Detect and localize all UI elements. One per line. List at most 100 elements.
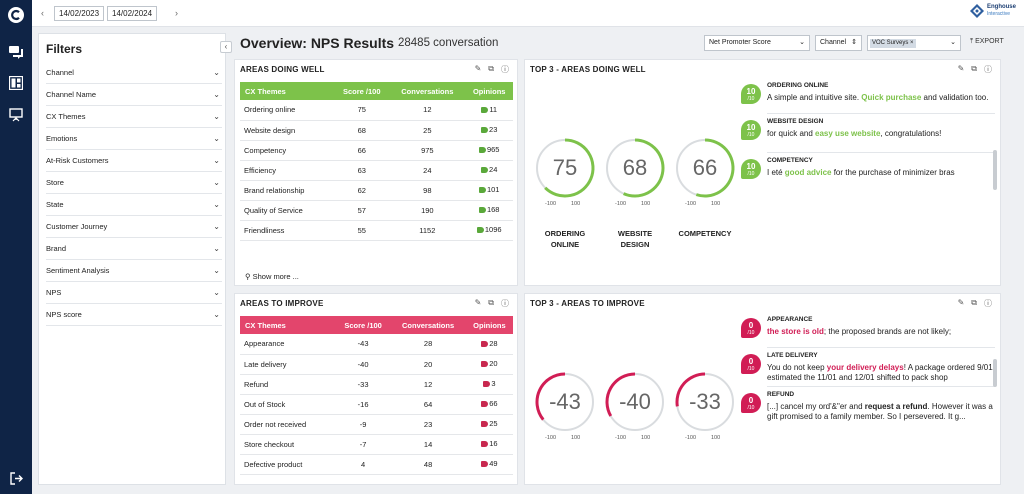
cell-opinions[interactable]: 168	[465, 200, 513, 221]
collapse-filters-button[interactable]: ‹	[220, 41, 232, 53]
open-external-icon[interactable]: ⧉	[971, 298, 977, 307]
table-row[interactable]: Defective product 4 48 49	[240, 454, 513, 475]
filter-item[interactable]: Channel Name ⌄	[46, 84, 222, 106]
comment-card[interactable]: 10/10 COMPETENCY I eté good advice for the…	[741, 157, 995, 193]
app-logo-icon[interactable]	[7, 6, 25, 24]
filter-item[interactable]: Channel ⌄	[46, 62, 222, 84]
cell-conv: 25	[389, 120, 466, 141]
badge-denominator: /10	[747, 405, 755, 411]
comment-card[interactable]: 10/10 ORDERING ONLINE A simple and intuiti…	[741, 82, 995, 118]
gauge-value: -43	[549, 389, 581, 414]
cell-opinions[interactable]: 11	[465, 100, 513, 121]
cell-opinions[interactable]: 28	[465, 334, 513, 355]
source-multiselect[interactable]: VOC Surveys × ⌄	[867, 35, 961, 51]
table-row[interactable]: Website design 68 25 23	[240, 120, 513, 141]
filter-item[interactable]: CX Themes ⌄	[46, 106, 222, 128]
comment-title: COMPETENCY	[767, 157, 813, 164]
cell-opinions[interactable]: 25	[465, 414, 513, 435]
table-row[interactable]: Ordering online 75 12 11	[240, 100, 513, 121]
column-header[interactable]: Opinions	[465, 82, 513, 100]
table-row[interactable]: Refund -33 12 3	[240, 374, 513, 395]
filter-item[interactable]: Store ⌄	[46, 172, 222, 194]
edit-icon[interactable]: ✎	[957, 298, 965, 307]
open-external-icon[interactable]: ⧉	[488, 64, 494, 73]
logout-icon[interactable]	[8, 470, 24, 486]
open-external-icon[interactable]: ⧉	[971, 64, 977, 73]
filter-item[interactable]: State ⌄	[46, 194, 222, 216]
table-row[interactable]: Order not received -9 23 25	[240, 414, 513, 435]
chat-icon[interactable]	[8, 44, 24, 60]
filter-item-label: NPS	[46, 288, 62, 297]
comments-scrollbar[interactable]	[993, 150, 997, 190]
cell-conv: 190	[389, 200, 466, 221]
filter-item[interactable]: Emotions ⌄	[46, 128, 222, 150]
comment-card[interactable]: 10/10 WEBSITE DESIGN for quick and easy us…	[741, 118, 995, 154]
presentation-icon[interactable]	[8, 107, 24, 123]
comment-card[interactable]: 0/10 LATE DELIVERY You do not keep your de…	[741, 352, 995, 388]
metric-select[interactable]: Net Promoter Score ⌄	[704, 35, 810, 51]
filter-item-label: Customer Journey	[46, 222, 108, 231]
comments-scrollbar[interactable]	[993, 359, 997, 387]
column-header[interactable]: Score /100	[335, 316, 391, 334]
table-row[interactable]: Competency 66 975 965	[240, 140, 513, 161]
table-row[interactable]: Late delivery -40 20 20	[240, 354, 513, 375]
table-row[interactable]: Quality of Service 57 190 168	[240, 200, 513, 221]
filter-item[interactable]: Customer Journey ⌄	[46, 216, 222, 238]
top3-doing-well-panel: TOP 3 - AREAS DOING WELL ✎ ⧉ ⓘ 75 -100 100…	[524, 59, 1001, 286]
date-to-field[interactable]: 14/02/2024	[107, 6, 158, 21]
cell-conv: 20	[390, 354, 466, 375]
info-icon[interactable]: ⓘ	[984, 299, 992, 308]
column-header[interactable]: Conversations	[389, 82, 466, 100]
chevron-right-icon[interactable]: ›	[175, 8, 178, 18]
close-icon[interactable]: ×	[910, 40, 914, 46]
show-more-link[interactable]: ⚲ Show more ...	[245, 272, 299, 281]
cell-opinions[interactable]: 49	[465, 454, 513, 475]
cell-opinions[interactable]: 23	[465, 120, 513, 141]
edit-icon[interactable]: ✎	[474, 298, 482, 307]
column-header[interactable]: CX Themes	[240, 316, 336, 334]
comment-text: A simple and intuitive site. Quick purch…	[767, 93, 999, 103]
edit-icon[interactable]: ✎	[474, 64, 482, 73]
edit-icon[interactable]: ✎	[957, 64, 965, 73]
tag-icon	[478, 186, 486, 193]
open-external-icon[interactable]: ⧉	[488, 298, 494, 307]
cell-opinions[interactable]: 1096	[465, 220, 513, 241]
table-row[interactable]: Brand relationship 62 98 101	[240, 180, 513, 201]
column-header[interactable]: Opinions	[465, 316, 513, 334]
cell-opinions[interactable]: 20	[465, 354, 513, 375]
filter-item[interactable]: NPS ⌄	[46, 282, 222, 304]
table-row[interactable]: Friendliness 55 1152 1096	[240, 220, 513, 241]
table-row[interactable]: Store checkout -7 14 16	[240, 434, 513, 455]
filter-item[interactable]: At-Risk Customers ⌄	[46, 150, 222, 172]
cell-theme: Out of Stock	[240, 394, 336, 415]
table-row[interactable]: Appearance -43 28 28	[240, 334, 513, 355]
info-icon[interactable]: ⓘ	[501, 65, 509, 74]
cell-opinions[interactable]: 3	[465, 374, 513, 395]
chevron-left-icon[interactable]: ‹	[41, 8, 44, 18]
source-tag[interactable]: VOC Surveys ×	[870, 39, 916, 48]
channel-select[interactable]: Channel ⇕	[815, 35, 862, 51]
table-row[interactable]: Efficiency 63 24 24	[240, 160, 513, 181]
export-button[interactable]: ⤒ EXPORT	[970, 38, 1004, 46]
comment-card[interactable]: 0/10 REFUND [...] cancel my ord'&"er and r…	[741, 391, 995, 427]
divider	[767, 386, 995, 387]
info-icon[interactable]: ⓘ	[501, 299, 509, 308]
panel-title: TOP 3 - AREAS TO IMPROVE	[530, 299, 645, 308]
column-header[interactable]: CX Themes	[240, 82, 335, 100]
column-header[interactable]: Score /100	[334, 82, 390, 100]
cell-opinions[interactable]: 965	[465, 140, 513, 161]
column-header[interactable]: Conversations	[390, 316, 466, 334]
info-icon[interactable]: ⓘ	[984, 65, 992, 74]
date-from-field[interactable]: 14/02/2023	[54, 6, 105, 21]
table-row[interactable]: Out of Stock -16 64 66	[240, 394, 513, 415]
cell-opinions[interactable]: 66	[465, 394, 513, 415]
panel-title: AREAS TO IMPROVE	[240, 299, 324, 308]
filter-item[interactable]: Sentiment Analysis ⌄	[46, 260, 222, 282]
dashboard-icon[interactable]	[8, 75, 24, 91]
cell-opinions[interactable]: 16	[465, 434, 513, 455]
comment-card[interactable]: 0/10 APPEARANCE the store is old; the prop…	[741, 316, 995, 352]
filter-item[interactable]: Brand ⌄	[46, 238, 222, 260]
cell-opinions[interactable]: 24	[465, 160, 513, 181]
filter-item[interactable]: NPS score ⌄	[46, 304, 222, 326]
cell-opinions[interactable]: 101	[465, 180, 513, 201]
